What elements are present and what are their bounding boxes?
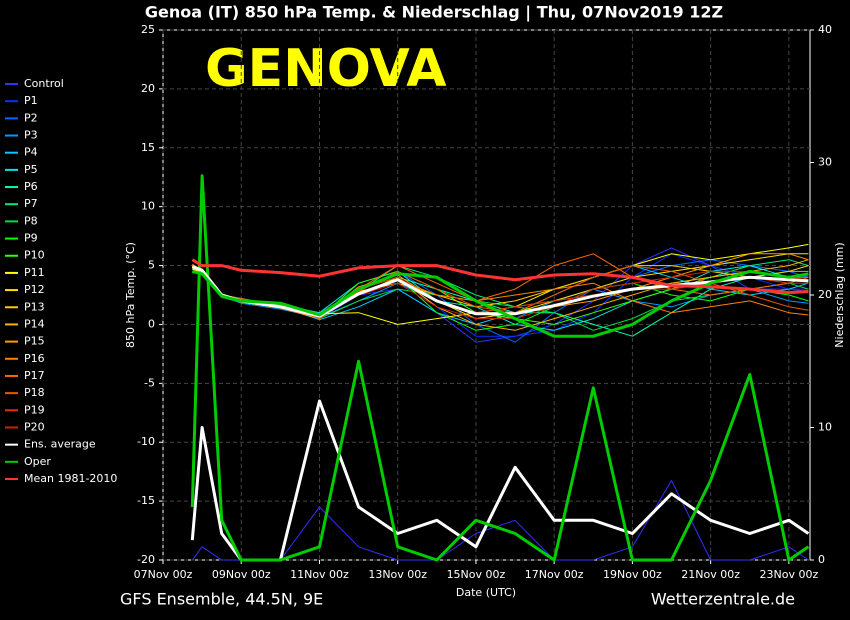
precip-line — [190, 174, 810, 562]
legend-label: P10 — [24, 249, 45, 262]
y-tick-label: 25 — [141, 23, 155, 36]
legend-label: P13 — [24, 300, 45, 313]
x-tick-label: 17Nov 00z — [525, 568, 584, 581]
temp-line — [191, 258, 809, 295]
footer-right: Wetterzentrale.de — [651, 590, 795, 609]
legend-label: Ens. average — [24, 438, 96, 451]
y-tick-label: -20 — [137, 553, 155, 566]
legend-label: P14 — [24, 317, 45, 330]
y2-tick-label: 0 — [818, 553, 825, 566]
legend-label: P6 — [24, 180, 38, 193]
y-tick-label: 20 — [141, 82, 155, 95]
chart-title: Genoa (IT) 850 hPa Temp. & Niederschlag … — [145, 3, 723, 23]
y2-tick-label: 40 — [818, 23, 832, 36]
x-tick-label: 23Nov 00z — [760, 568, 819, 581]
y-tick-label: 5 — [148, 259, 155, 272]
legend-label: Control — [24, 77, 64, 90]
legend-label: P7 — [24, 197, 38, 210]
x-axis-label: Date (UTC) — [456, 586, 516, 599]
legend-label: P8 — [24, 214, 38, 227]
y-tick-label: 10 — [141, 200, 155, 213]
y2-tick-label: 10 — [818, 421, 832, 434]
legend-label: P3 — [24, 129, 38, 142]
legend-label: P16 — [24, 352, 45, 365]
legend-label: P18 — [24, 386, 45, 399]
y2-tick-label: 30 — [818, 156, 832, 169]
x-tick-label: 07Nov 00z — [134, 568, 193, 581]
y-tick-label: -5 — [144, 376, 155, 389]
legend-label: P4 — [24, 146, 38, 159]
x-tick-label: 19Nov 00z — [603, 568, 662, 581]
legend-label: P12 — [24, 283, 45, 296]
legend-label: P1 — [24, 94, 38, 107]
legend-label: Oper — [24, 455, 51, 468]
y2-axis-label: Niederschlag (mm) — [833, 242, 846, 347]
y-tick-label: -10 — [137, 435, 155, 448]
x-tick-label: 21Nov 00z — [681, 568, 740, 581]
footer-left: GFS Ensemble, 44.5N, 9E — [120, 590, 323, 609]
y-tick-label: 0 — [148, 317, 155, 330]
legend-label: P5 — [24, 163, 38, 176]
x-tick-label: 15Nov 00z — [447, 568, 506, 581]
legend-label: Mean 1981-2010 — [24, 472, 117, 485]
legend-label: P20 — [24, 420, 45, 433]
y-axis-label: 850 hPa Temp. (°C) — [124, 242, 137, 348]
legend-label: P9 — [24, 232, 38, 245]
x-tick-label: 13Nov 00z — [368, 568, 427, 581]
legend-label: P15 — [24, 335, 45, 348]
y-tick-label: 15 — [141, 141, 155, 154]
legend-label: P19 — [24, 403, 45, 416]
legend-label: P2 — [24, 111, 38, 124]
x-tick-label: 09Nov 00z — [212, 568, 271, 581]
legend-label: P11 — [24, 266, 45, 279]
y-tick-label: -15 — [137, 494, 155, 507]
legend-label: P17 — [24, 369, 45, 382]
y2-tick-label: 20 — [818, 288, 832, 301]
temp-line — [191, 269, 809, 338]
x-tick-label: 11Nov 00z — [290, 568, 349, 581]
